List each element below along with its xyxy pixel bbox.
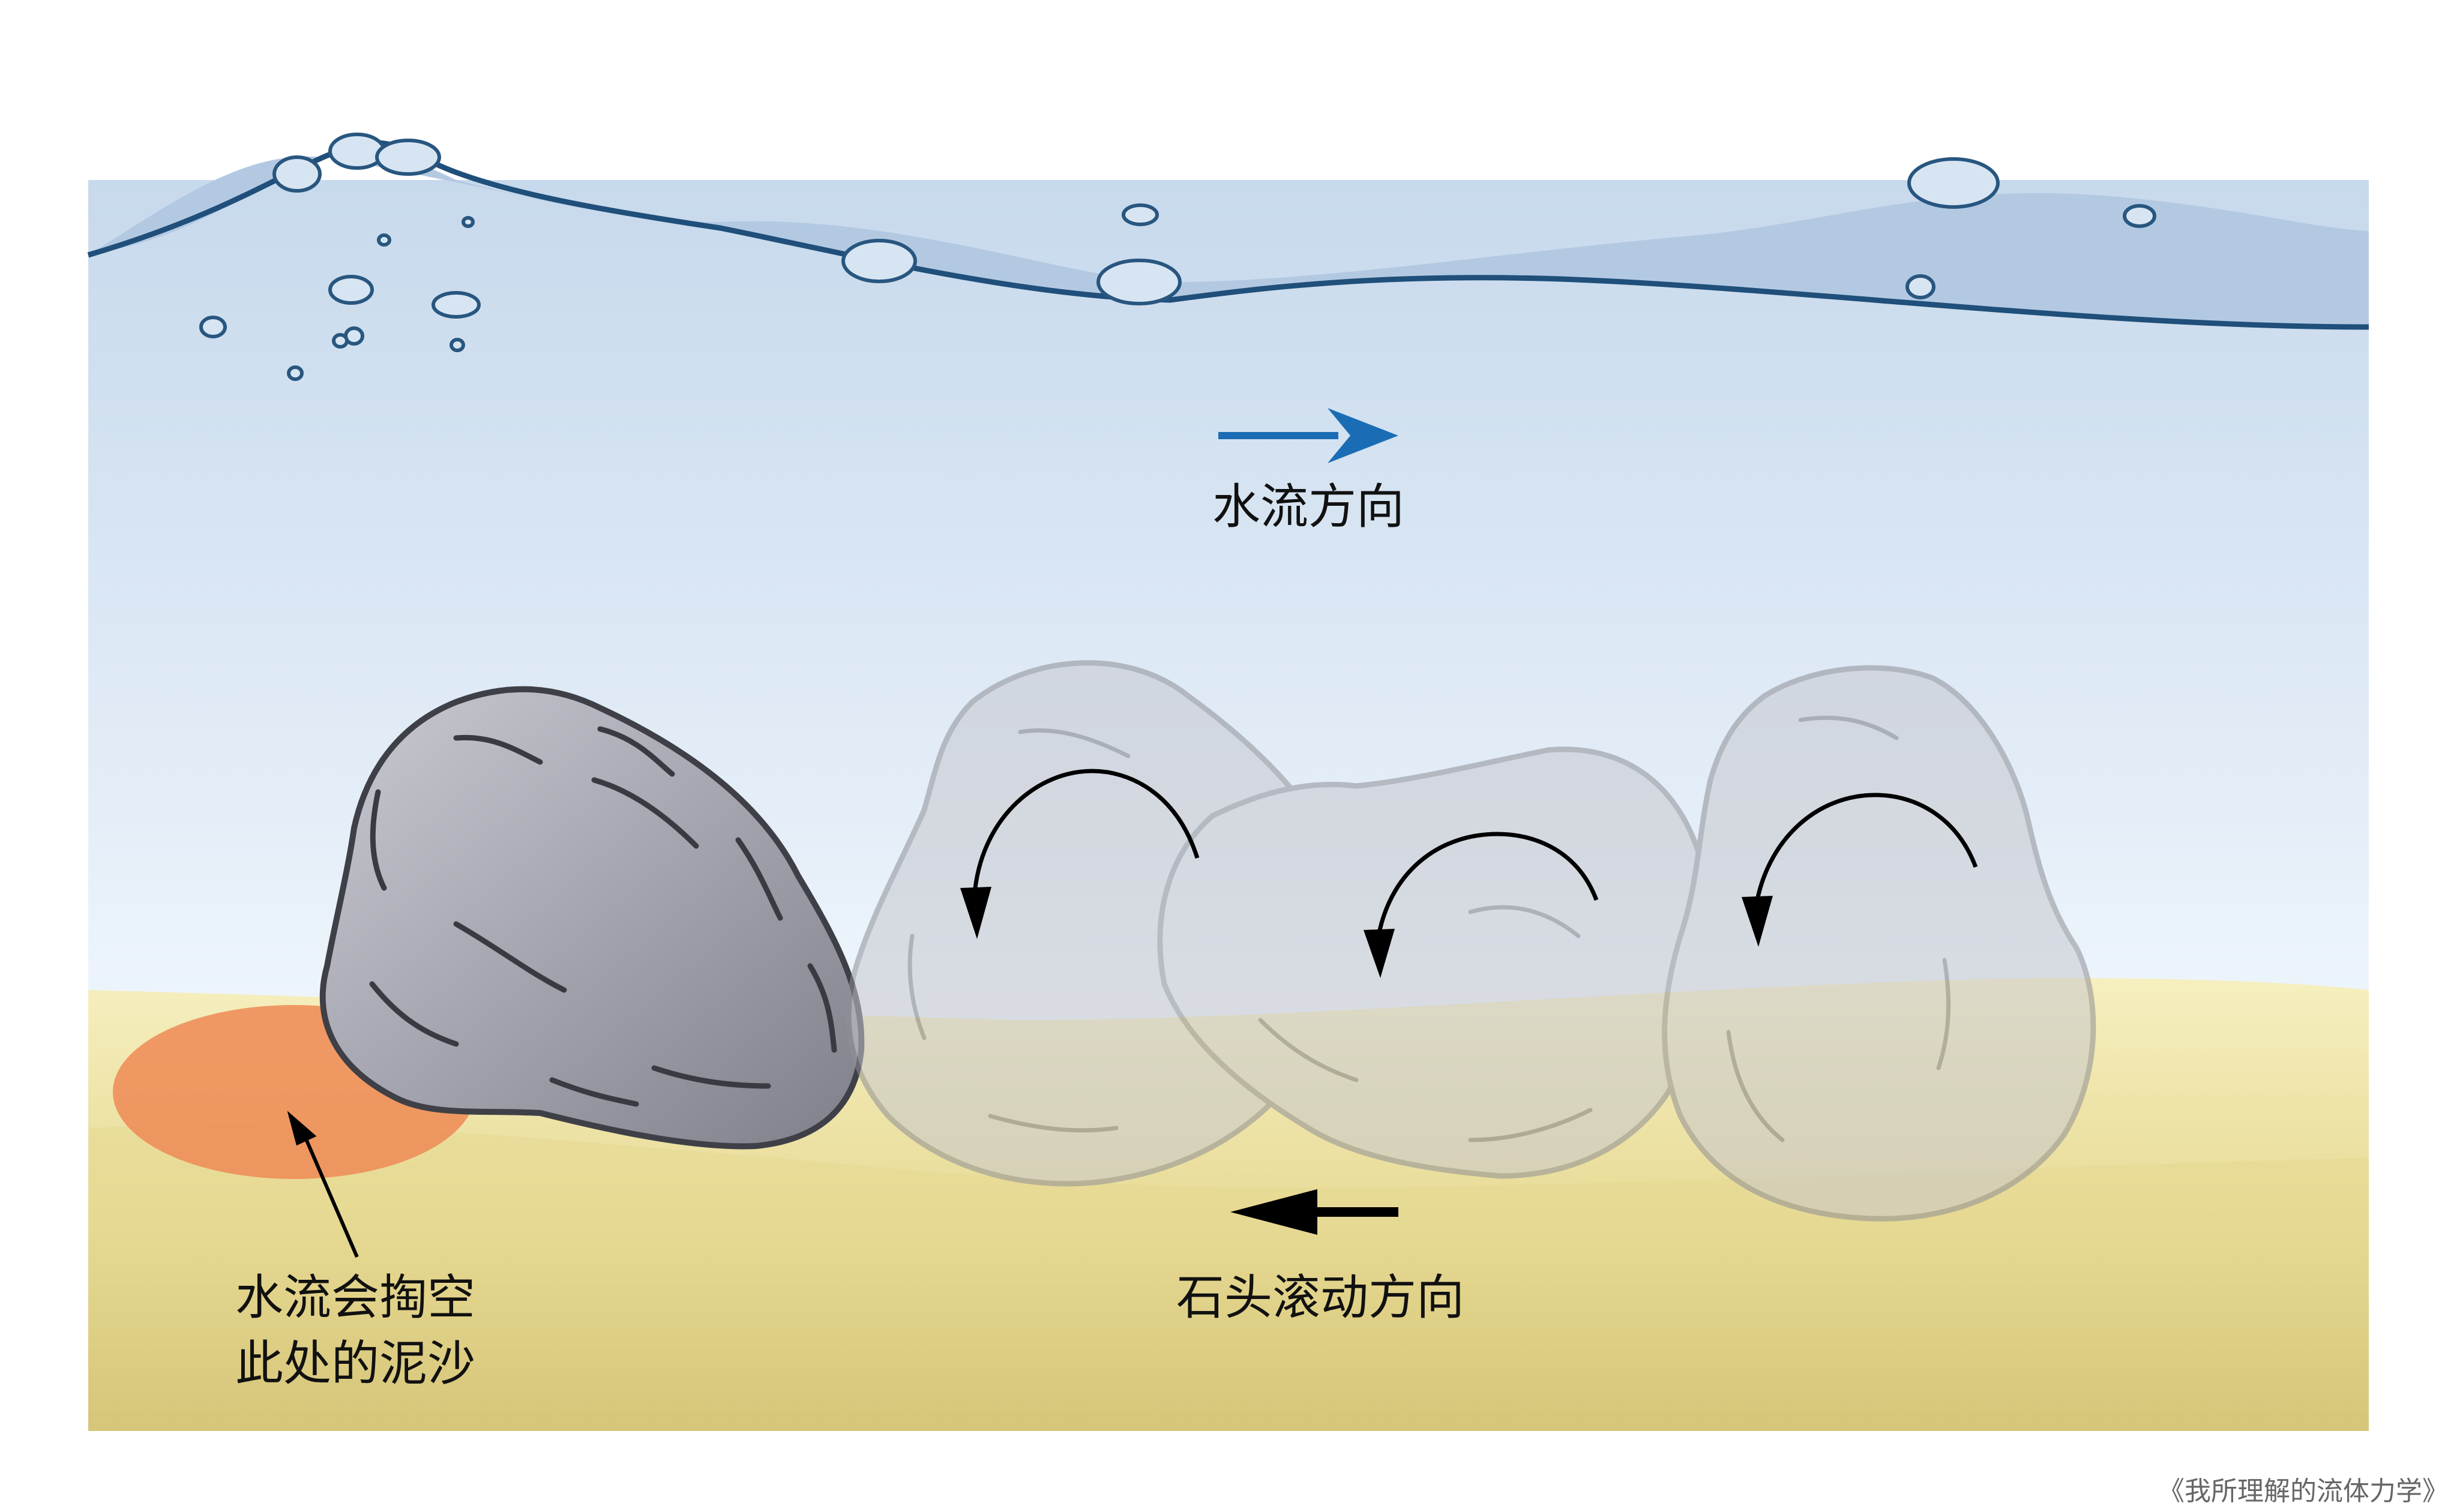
- bubbles: [199, 133, 2156, 381]
- source-credit: 《我所理解的流体力学》: [2158, 1476, 2449, 1507]
- scour-label-line1: 水流会掏空: [235, 1270, 475, 1325]
- rotation-arrow-icon: [1377, 832, 1599, 934]
- water-flow-label: 水流方向: [1212, 479, 1404, 535]
- water-surface-band: [88, 153, 2369, 327]
- scour-label-line2: 此处的泥沙: [235, 1336, 475, 1391]
- stone-roll-label: 石头滚动方向: [1176, 1270, 1464, 1325]
- ghost-stone-2: [1157, 746, 1712, 1179]
- water-flow-arrow-icon: [1218, 408, 1398, 463]
- ghost-stones: [846, 660, 2096, 1222]
- rotation-arrow-icon: [1755, 793, 1978, 901]
- rotation-arrows: [973, 769, 1978, 934]
- stone-roll-arrow-icon: [1230, 1189, 1398, 1235]
- rotation-arrow-icon: [973, 769, 1200, 889]
- rotation-arrowheads: [960, 887, 1773, 978]
- pointer-arrow-icon: [287, 1111, 359, 1258]
- ghost-stone-3: [1662, 665, 2096, 1222]
- stone: [319, 686, 865, 1150]
